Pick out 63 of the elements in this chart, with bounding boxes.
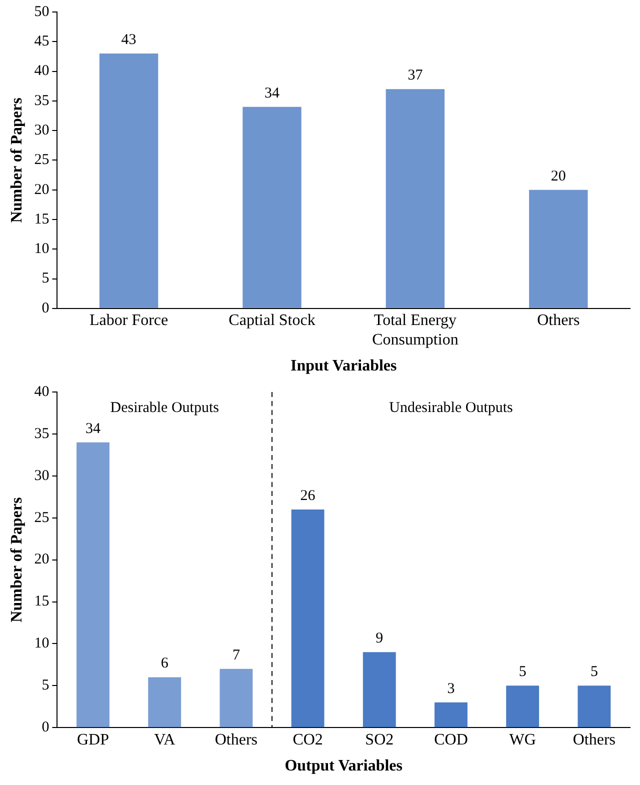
data-label: 26 [300,488,316,504]
y-tick-label: 15 [34,594,50,610]
y-axis-title: Number of Papers [8,497,26,622]
y-tick-label: 25 [34,152,50,168]
bar [76,442,110,728]
y-tick-label: 5 [42,270,50,287]
y-tick-label: 50 [34,4,50,20]
x-tick-label: GDP [76,731,110,748]
bar [529,190,588,308]
bar [578,686,611,728]
data-label: 5 [518,664,526,680]
x-tick-label: Others [214,731,258,748]
bar [291,509,324,728]
x-tick-label: COD [434,731,468,748]
x-tick-label: Others [537,312,580,330]
bar [148,677,182,728]
bar [386,89,445,308]
data-label: 9 [376,630,384,647]
y-tick-label: 30 [34,468,50,484]
y-tick-label: 20 [34,552,50,568]
data-label: 37 [408,68,424,84]
bar [362,652,396,728]
y-tick-label: 20 [34,182,50,198]
annotation: Undesirable Outputs [389,400,514,416]
bar [506,686,540,728]
x-tick-label: Labor Force [89,312,168,330]
annotation: Desirable Outputs [110,400,220,416]
data-label: 7 [232,647,240,664]
x-axis-title: Input Variables [290,358,397,375]
y-tick-label: 15 [34,211,50,228]
category-label: Consumption [372,331,458,348]
y-tick-label: 5 [42,678,50,694]
data-label: 6 [160,656,169,672]
data-label: 34 [264,85,280,102]
y-tick-label: 40 [34,384,50,400]
y-tick-label: 25 [34,510,50,526]
x-tick-label: CO2 [292,731,323,748]
y-axis-title: Number of Papers [8,98,26,223]
y-tick-label: 0 [42,300,50,316]
y-tick-label: 35 [34,426,50,442]
y-tick-label: 30 [34,122,50,138]
x-tick-label: VA [154,731,176,748]
y-tick-label: 40 [34,63,50,80]
y-tick-label: 45 [34,34,50,50]
bar [220,668,253,728]
category-label: Total Energy [374,312,456,330]
y-tick-label: 0 [42,720,50,736]
data-label: 3 [447,680,455,697]
bar [99,53,158,308]
y-tick-label: 10 [34,241,50,258]
x-tick-label: WG [509,731,536,748]
data-label: 5 [590,664,598,680]
data-label: 34 [86,420,101,437]
x-tick-label: SO2 [365,731,394,748]
data-label: 20 [550,168,566,184]
data-label: 43 [121,32,136,48]
y-tick-label: 10 [34,636,50,652]
y-tick-label: 35 [34,92,50,109]
x-tick-label: Captial Stock [228,312,316,330]
x-axis-title: Output Variables [284,758,403,775]
bar [434,702,468,728]
x-tick-label: Others [572,731,616,748]
bar [242,106,302,308]
